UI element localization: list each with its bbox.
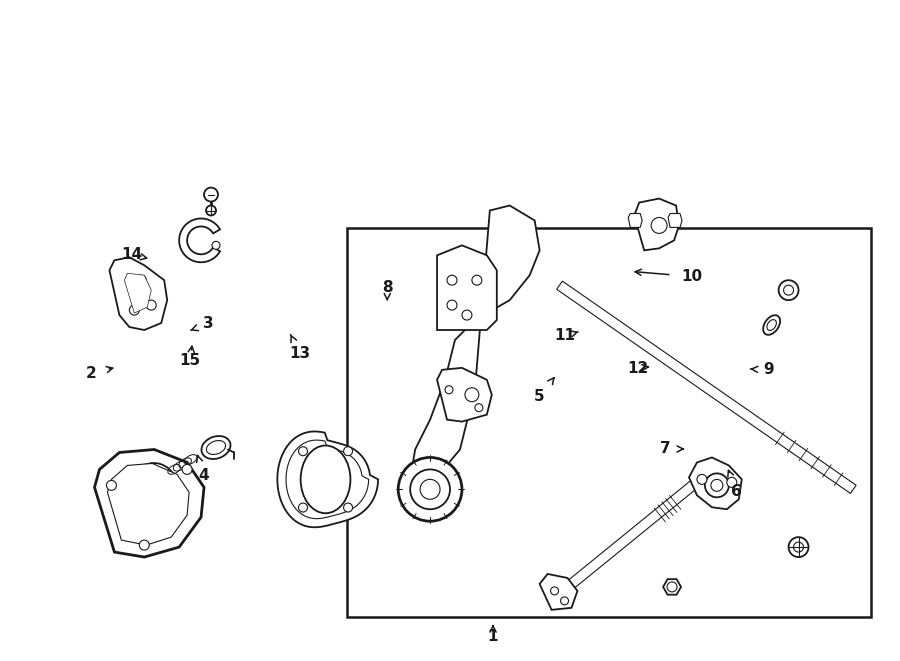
Circle shape (130, 305, 140, 315)
Circle shape (711, 479, 723, 491)
Circle shape (398, 457, 462, 521)
Polygon shape (94, 449, 204, 557)
Text: 13: 13 (289, 334, 310, 361)
Text: 4: 4 (196, 455, 209, 483)
Circle shape (462, 310, 472, 320)
Polygon shape (437, 245, 497, 330)
Text: 7: 7 (660, 442, 683, 457)
Ellipse shape (301, 446, 350, 513)
Circle shape (697, 475, 706, 485)
Ellipse shape (763, 315, 780, 335)
Text: 12: 12 (627, 360, 649, 375)
Circle shape (784, 285, 794, 295)
Circle shape (705, 473, 729, 497)
Circle shape (465, 388, 479, 402)
Circle shape (206, 206, 216, 215)
Circle shape (472, 275, 482, 285)
Polygon shape (562, 481, 698, 593)
Circle shape (299, 447, 308, 455)
Text: 1: 1 (488, 626, 499, 644)
Circle shape (788, 537, 808, 557)
Circle shape (136, 275, 147, 285)
Circle shape (212, 241, 220, 249)
Circle shape (299, 503, 308, 512)
Text: 5: 5 (535, 378, 554, 404)
Circle shape (410, 469, 450, 509)
Polygon shape (540, 574, 578, 610)
Circle shape (652, 217, 667, 233)
Polygon shape (107, 463, 189, 545)
Circle shape (561, 597, 569, 605)
Text: 8: 8 (382, 280, 392, 299)
Text: 3: 3 (191, 317, 213, 331)
Circle shape (147, 300, 157, 310)
Polygon shape (628, 214, 643, 227)
Circle shape (140, 540, 149, 550)
Polygon shape (557, 281, 856, 493)
Text: 14: 14 (122, 247, 147, 262)
Circle shape (182, 465, 192, 475)
Circle shape (344, 503, 353, 512)
Ellipse shape (119, 463, 180, 541)
Polygon shape (663, 579, 681, 595)
Circle shape (447, 300, 457, 310)
Polygon shape (634, 198, 679, 251)
Ellipse shape (767, 320, 777, 330)
Ellipse shape (202, 436, 230, 459)
Polygon shape (110, 257, 167, 330)
Polygon shape (124, 273, 151, 313)
Polygon shape (668, 214, 682, 227)
Polygon shape (689, 457, 742, 509)
Circle shape (420, 479, 440, 499)
Text: 11: 11 (554, 329, 578, 343)
Circle shape (344, 447, 353, 455)
Polygon shape (179, 219, 220, 262)
Circle shape (778, 280, 798, 300)
Text: 6: 6 (728, 471, 742, 499)
Circle shape (551, 587, 559, 595)
Circle shape (794, 542, 804, 552)
Circle shape (204, 188, 218, 202)
Bar (346, 229, 871, 617)
Circle shape (475, 404, 483, 412)
Polygon shape (437, 368, 491, 422)
Polygon shape (410, 206, 540, 489)
Circle shape (445, 386, 453, 394)
Ellipse shape (206, 440, 226, 455)
Text: 2: 2 (86, 366, 112, 381)
Polygon shape (277, 432, 378, 527)
Circle shape (727, 477, 737, 487)
Text: 9: 9 (751, 362, 773, 377)
Text: 10: 10 (635, 269, 703, 284)
Circle shape (106, 481, 116, 490)
Circle shape (667, 582, 677, 592)
Circle shape (447, 275, 457, 285)
Text: 15: 15 (179, 346, 201, 368)
